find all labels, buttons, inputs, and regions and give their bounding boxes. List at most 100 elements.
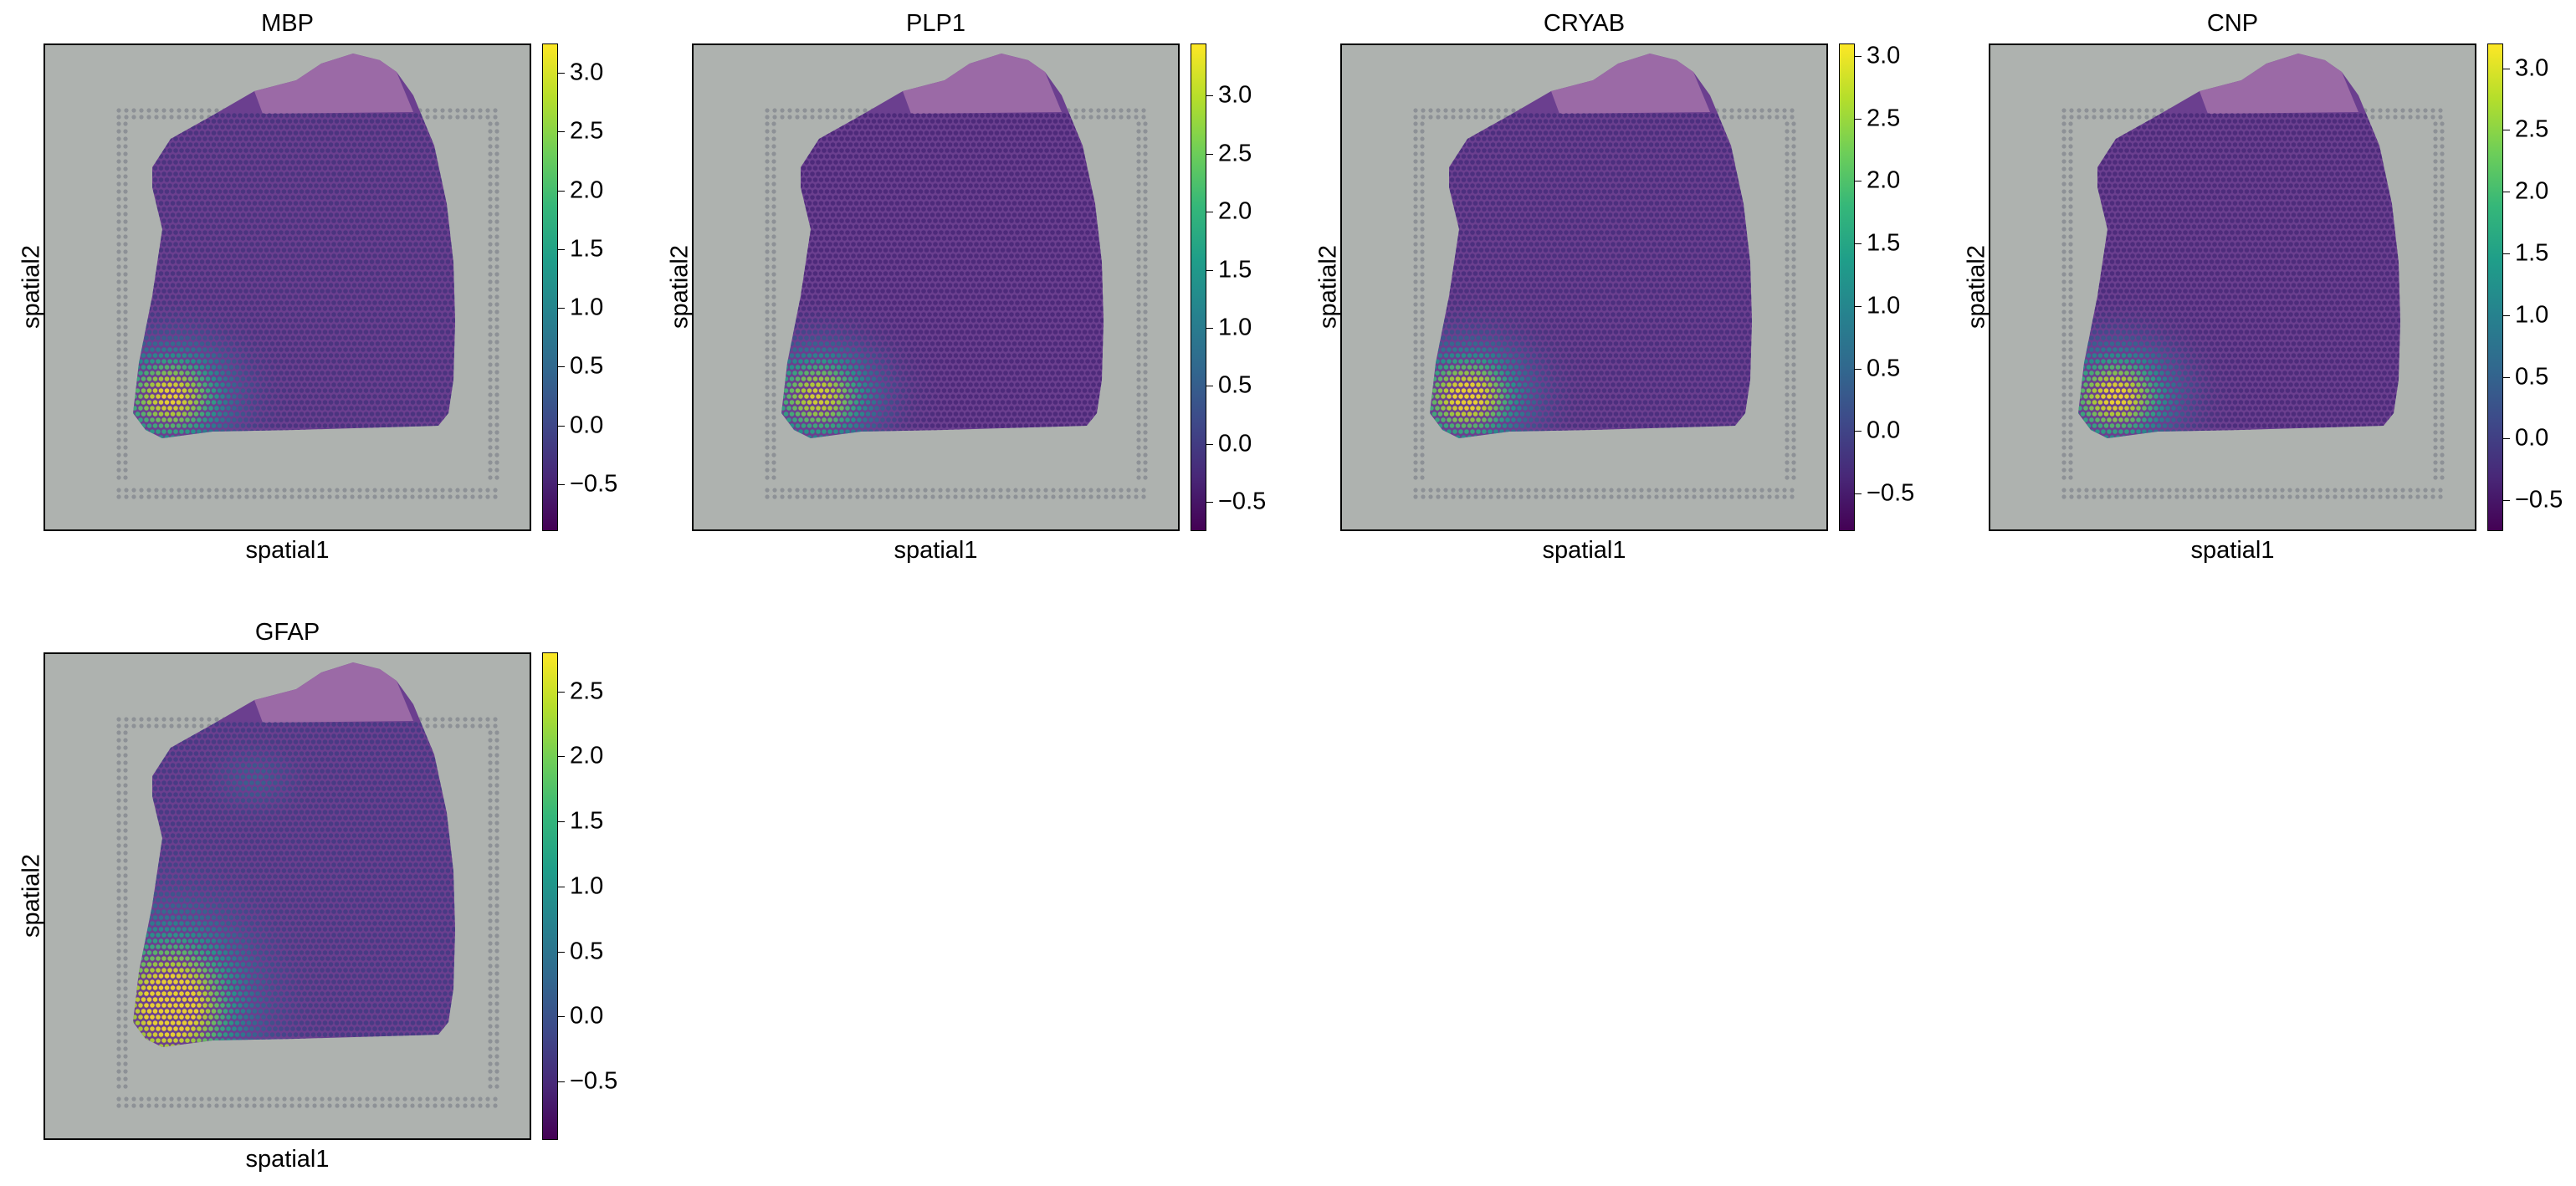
colorbar-tick bbox=[1855, 118, 1862, 120]
x-axis-label: spatial1 bbox=[245, 537, 330, 564]
y-axis-label: spatial2 bbox=[18, 854, 45, 938]
colorbar-tick-label: 1.0 bbox=[1218, 314, 1252, 341]
spatial-plot bbox=[765, 54, 1148, 499]
colorbar-tick-label: 3.0 bbox=[1867, 42, 1901, 69]
colorbar-tick bbox=[558, 483, 565, 485]
colorbar-tick-label: 2.5 bbox=[1218, 140, 1252, 167]
colorbar-tick-label: 2.0 bbox=[570, 176, 604, 204]
y-axis-label: spatial2 bbox=[1314, 245, 1342, 329]
colorbar-tick-label: 1.5 bbox=[570, 235, 604, 263]
colorbar-tick bbox=[2503, 438, 2510, 440]
panel-title: MBP bbox=[261, 10, 314, 37]
colorbar-tick bbox=[558, 248, 565, 250]
tissue-top-region bbox=[903, 54, 1062, 114]
colorbar-tick bbox=[1855, 368, 1862, 370]
colorbar-tick bbox=[558, 366, 565, 368]
colorbar-tick bbox=[1206, 328, 1213, 330]
colorbar-tick-label: 2.5 bbox=[1867, 105, 1901, 132]
x-axis-label: spatial1 bbox=[245, 1146, 330, 1173]
colorbar-tick bbox=[558, 821, 565, 823]
colorbar-tick bbox=[2503, 500, 2510, 502]
tissue-top-region bbox=[254, 662, 413, 723]
colorbar-tick bbox=[1206, 443, 1213, 445]
colorbar-tick-label: 0.5 bbox=[1867, 355, 1901, 382]
colorbar bbox=[2487, 43, 2503, 531]
colorbar-tick bbox=[1206, 502, 1213, 504]
colorbar-tick bbox=[1206, 95, 1213, 97]
colorbar-tick-label: 2.5 bbox=[2515, 115, 2549, 143]
colorbar-tick-label: −0.5 bbox=[570, 1067, 618, 1095]
colorbar-tick-label: 1.0 bbox=[570, 294, 604, 321]
colorbar-tick-label: 0.5 bbox=[570, 352, 604, 380]
colorbar-tick-label: 1.0 bbox=[1867, 292, 1901, 320]
x-axis-label: spatial1 bbox=[894, 537, 978, 564]
fiducial-frame bbox=[116, 717, 499, 1108]
colorbar-tick-label: 0.0 bbox=[570, 412, 604, 439]
x-axis-label: spatial1 bbox=[1542, 537, 1626, 564]
colorbar-tick-label: 0.0 bbox=[1867, 417, 1901, 444]
colorbar-tick-label: 3.0 bbox=[1218, 81, 1252, 109]
colorbar-tick-label: −0.5 bbox=[1867, 479, 1915, 507]
spot-layer bbox=[2078, 113, 2400, 438]
colorbar-tick bbox=[1855, 431, 1862, 432]
colorbar bbox=[542, 43, 558, 531]
panel-title: CRYAB bbox=[1543, 10, 1626, 37]
colorbar-tick-label: 2.0 bbox=[2515, 177, 2549, 205]
tissue-top-region bbox=[254, 54, 413, 114]
colorbar-tick bbox=[558, 691, 565, 693]
colorbar-tick bbox=[558, 756, 565, 758]
colorbar-tick-label: −0.5 bbox=[1218, 488, 1267, 515]
colorbar-tick-label: −0.5 bbox=[570, 470, 618, 498]
colorbar-tick bbox=[558, 73, 565, 74]
colorbar-tick-label: 1.0 bbox=[570, 872, 604, 900]
colorbar-tick bbox=[558, 1016, 565, 1018]
colorbar-tick bbox=[1855, 243, 1862, 245]
colorbar-tick bbox=[1206, 269, 1213, 271]
colorbar-tick-label: 1.5 bbox=[570, 807, 604, 835]
colorbar-tick-label: 0.5 bbox=[570, 938, 604, 965]
colorbar-tick bbox=[558, 190, 565, 192]
colorbar bbox=[1191, 43, 1206, 531]
colorbar-tick-label: 1.5 bbox=[1218, 256, 1252, 284]
colorbar-tick bbox=[558, 425, 565, 427]
colorbar-tick-label: 3.0 bbox=[570, 59, 604, 86]
tissue-top-region bbox=[2200, 54, 2358, 114]
plot-area bbox=[44, 652, 531, 1140]
colorbar-tick-label: 0.0 bbox=[570, 1002, 604, 1030]
plot-area bbox=[44, 43, 531, 531]
colorbar-tick bbox=[2503, 253, 2510, 254]
colorbar-tick-label: 2.5 bbox=[570, 117, 604, 145]
y-axis-label: spatial2 bbox=[1963, 245, 1990, 329]
colorbar bbox=[1839, 43, 1855, 531]
colorbar-tick bbox=[558, 308, 565, 309]
colorbar-tick-label: 0.5 bbox=[2515, 363, 2549, 390]
colorbar-tick-label: 2.0 bbox=[1867, 166, 1901, 194]
colorbar-tick bbox=[558, 131, 565, 133]
colorbar-tick-label: 2.0 bbox=[1218, 197, 1252, 225]
colorbar-tick-label: 1.5 bbox=[1867, 229, 1901, 257]
plot-area bbox=[1340, 43, 1828, 531]
panel-title: CNP bbox=[2206, 10, 2259, 37]
colorbar-tick-label: 1.0 bbox=[2515, 301, 2549, 329]
colorbar-tick-label: 1.5 bbox=[2515, 239, 2549, 267]
colorbar-tick bbox=[1855, 305, 1862, 307]
spatial-plot bbox=[2061, 54, 2445, 499]
plot-area bbox=[692, 43, 1180, 531]
panel-title: PLP1 bbox=[906, 10, 965, 37]
colorbar-tick bbox=[558, 951, 565, 953]
x-axis-label: spatial1 bbox=[2190, 537, 2275, 564]
colorbar-tick bbox=[558, 1081, 565, 1083]
plot-area bbox=[1989, 43, 2476, 531]
colorbar bbox=[542, 652, 558, 1140]
colorbar-tick-label: 0.5 bbox=[1218, 371, 1252, 399]
colorbar-tick-label: 2.0 bbox=[570, 742, 604, 769]
colorbar-tick-label: 3.0 bbox=[2515, 54, 2549, 82]
colorbar-tick bbox=[2503, 376, 2510, 378]
spatial-plot bbox=[116, 54, 499, 499]
colorbar-tick bbox=[2503, 314, 2510, 316]
spatial-plot bbox=[1413, 54, 1796, 499]
colorbar-tick-label: −0.5 bbox=[2515, 486, 2563, 514]
y-axis-label: spatial2 bbox=[666, 245, 694, 329]
colorbar-tick bbox=[1206, 153, 1213, 155]
colorbar-tick-label: 0.0 bbox=[1218, 430, 1252, 458]
